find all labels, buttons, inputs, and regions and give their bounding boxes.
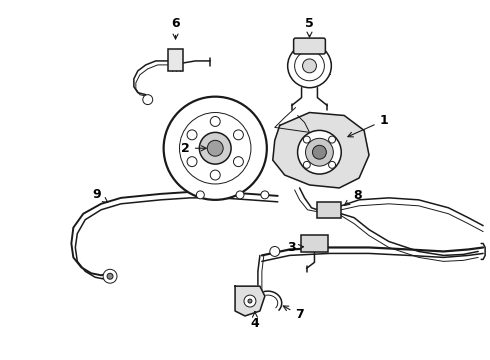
Text: 4: 4 — [250, 312, 259, 330]
Circle shape — [233, 157, 244, 167]
Circle shape — [244, 295, 256, 307]
Circle shape — [210, 170, 220, 180]
Circle shape — [297, 130, 341, 174]
Text: 5: 5 — [305, 17, 314, 37]
Circle shape — [329, 136, 336, 143]
Circle shape — [313, 145, 326, 159]
Text: 1: 1 — [348, 114, 388, 137]
Circle shape — [288, 44, 331, 88]
FancyBboxPatch shape — [318, 202, 341, 218]
FancyBboxPatch shape — [294, 38, 325, 54]
Circle shape — [303, 136, 310, 143]
Polygon shape — [273, 113, 369, 188]
Circle shape — [207, 140, 223, 156]
Text: 9: 9 — [93, 188, 108, 202]
Circle shape — [248, 299, 252, 303]
Circle shape — [294, 51, 324, 81]
Text: 2: 2 — [181, 142, 206, 155]
Circle shape — [143, 95, 153, 105]
Circle shape — [179, 113, 251, 184]
Polygon shape — [235, 286, 265, 316]
Circle shape — [187, 157, 197, 167]
Circle shape — [103, 269, 117, 283]
Circle shape — [319, 206, 327, 214]
Circle shape — [270, 247, 280, 256]
Circle shape — [302, 59, 317, 73]
FancyBboxPatch shape — [300, 235, 328, 252]
Circle shape — [210, 117, 220, 126]
Circle shape — [233, 130, 244, 140]
Text: 6: 6 — [171, 17, 180, 39]
Circle shape — [107, 273, 113, 279]
Circle shape — [329, 161, 336, 168]
Circle shape — [303, 161, 310, 168]
Text: 7: 7 — [283, 306, 304, 321]
FancyBboxPatch shape — [168, 49, 183, 71]
Circle shape — [187, 130, 197, 140]
Text: 8: 8 — [344, 189, 362, 205]
Circle shape — [236, 191, 244, 199]
Circle shape — [196, 191, 204, 199]
Circle shape — [306, 138, 333, 166]
Circle shape — [199, 132, 231, 164]
Circle shape — [164, 96, 267, 200]
Circle shape — [261, 191, 269, 199]
Circle shape — [305, 239, 315, 249]
Text: 3: 3 — [287, 241, 303, 254]
Circle shape — [315, 239, 324, 249]
Circle shape — [331, 206, 339, 214]
